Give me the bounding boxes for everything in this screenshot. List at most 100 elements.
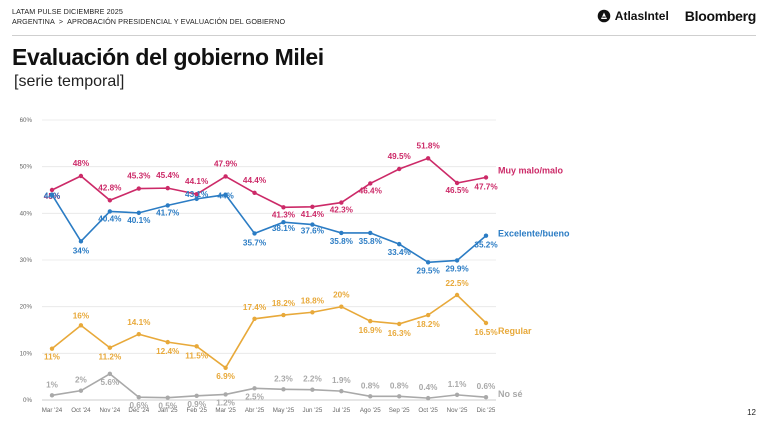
data-label: 0.9% [187,400,206,409]
data-point [136,332,141,337]
data-label: 18.2% [272,299,296,308]
data-point [454,292,460,298]
data-label: 0.4% [419,383,438,392]
breadcrumb: ARGENTINA > APROBACIÓN PRESIDENCIAL Y EV… [12,17,285,27]
data-point [107,345,113,350]
report-header: LATAM PULSE DICIEMBRE 2025 ARGENTINA > A… [12,7,285,27]
data-label: 44% [217,192,234,201]
header-divider [12,35,756,36]
data-point [49,393,55,398]
data-point [339,200,344,205]
data-label: 40.1% [127,216,151,225]
x-tick-label: Ago '25 [360,407,381,414]
data-label: 45.4% [156,171,180,180]
data-label: 29.5% [417,266,441,275]
x-tick-label: Oct '25 [418,407,438,414]
series-0: 45%48%42.8%45.3%45.4%44.1%47.9%44.4%41.3… [44,141,564,219]
data-point [397,166,402,172]
data-point [310,204,315,209]
data-point [136,210,141,216]
chart-title: Evaluación del gobierno Milei [12,44,324,70]
bloomberg-logo: Bloomberg [684,8,757,24]
data-label: 41.4% [301,210,325,219]
data-label: 29.9% [445,264,469,273]
series-label-muy-malo-malo: Muy malo/malo [498,165,564,175]
data-label: 33.4% [388,248,412,257]
data-point [252,231,257,236]
data-label: 16% [73,311,90,320]
data-point [49,187,55,193]
data-label: 22.5% [445,279,469,288]
breadcrumb-separator: > [58,17,64,26]
data-point [165,203,170,208]
data-label: 46.4% [359,186,383,195]
data-label: 2.5% [245,392,264,401]
data-point [223,365,228,370]
data-point [310,387,315,392]
y-tick-label: 0% [23,397,32,404]
x-tick-label: Oct '24 [71,407,91,414]
data-label: 35.7% [243,238,267,247]
x-tick-label: Dec '24 [128,407,149,414]
y-axis-ticks: 0% 10% 20% 30% 40% 50% 60% [20,117,33,404]
data-label: 11.2% [98,353,121,362]
data-label: 40.4% [98,214,122,223]
data-point [78,239,84,244]
data-point [281,220,286,225]
data-point [281,387,286,392]
x-tick-label: Jul '25 [332,407,350,414]
x-tick-label: Abr '25 [245,407,265,414]
data-point [136,186,141,191]
data-point [368,181,373,186]
data-point [368,394,373,399]
data-label: 18.2% [417,320,441,329]
data-point [165,339,170,345]
atlasintel-mark-icon [597,9,611,23]
data-label: 0.8% [361,381,380,390]
data-point [339,304,344,309]
data-label: 44.1% [185,177,209,186]
data-label: 20% [333,291,350,300]
data-point [281,205,286,210]
data-point [194,196,199,202]
breadcrumb-topic: APROBACIÓN PRESIDENCIAL Y EVALUACIÓN DEL… [67,17,286,26]
report-title: LATAM PULSE DICIEMBRE 2025 [12,7,123,16]
data-label: 41.7% [156,208,180,217]
x-tick-label: Nov '25 [447,407,468,414]
data-point [223,392,228,397]
data-point [107,371,113,377]
data-point [397,241,402,247]
chart-subtitle: [serie temporal] [14,73,125,90]
data-point [136,395,141,400]
data-point [194,393,199,398]
data-point [339,388,344,394]
page-number: 12 [747,408,756,417]
data-label: 16.5% [474,328,498,337]
x-tick-label: Jun '25 [303,407,323,414]
y-tick-label: 50% [20,164,33,171]
data-label: 2.3% [274,374,293,383]
data-point [165,395,170,400]
data-label: 1.9% [332,376,351,385]
data-label: 11.5% [185,351,208,360]
data-label: 46.5% [445,186,469,195]
data-label: 14.1% [127,318,151,327]
data-label: 18.8% [301,296,325,305]
data-label: 51.8% [417,141,441,150]
data-point [454,180,460,186]
x-tick-label: May '25 [273,407,295,414]
data-label: 47.9% [214,159,238,168]
data-point [483,320,489,326]
data-point [310,222,315,227]
series-line [51,157,487,209]
data-label: 16.3% [388,329,412,338]
breadcrumb-country: ARGENTINA [12,17,55,26]
data-label: 2% [75,376,88,385]
data-label: 6.9% [216,372,235,381]
series-line [51,372,487,399]
data-point [252,190,257,195]
x-tick-label: Mar '24 [42,407,63,414]
data-label: 43.1% [185,190,209,199]
data-label: 0.6% [129,401,148,410]
data-label: 0.6% [477,382,496,391]
